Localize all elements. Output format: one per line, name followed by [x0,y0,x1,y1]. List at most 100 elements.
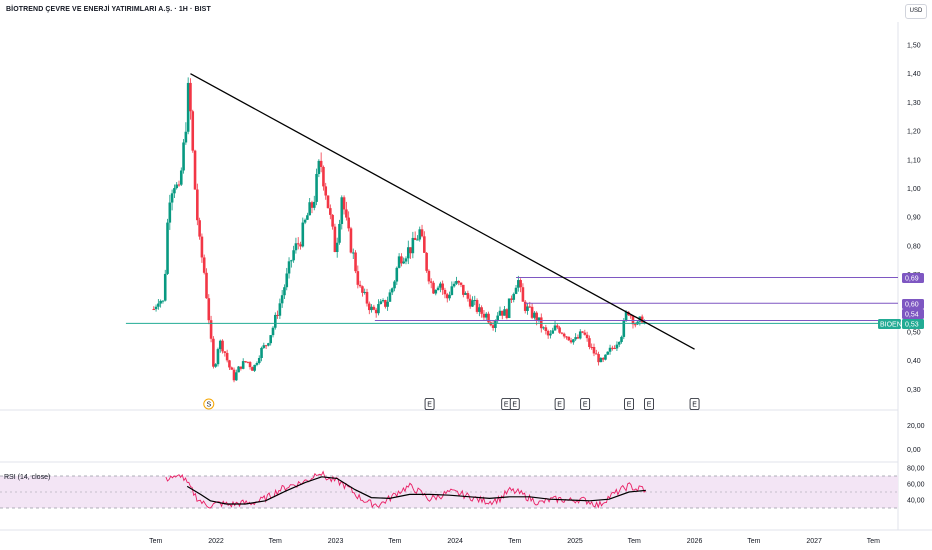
candle [212,338,215,367]
candle [613,348,616,350]
candle [319,160,323,167]
candle [285,273,289,288]
candle [296,243,300,245]
candle [223,351,227,353]
candle [384,300,387,307]
earnings-event-marker[interactable] [624,398,634,410]
x-tick-label: 2027 [806,538,822,545]
price-level-tag-label: 0,53 [905,322,919,329]
candle [262,345,266,348]
candle [569,340,573,343]
candle [189,82,192,112]
candle [361,286,364,293]
candle [326,195,330,209]
candle [175,184,178,189]
earnings-event-marker[interactable] [509,398,520,410]
candle [576,337,580,339]
candle [592,346,596,354]
candle [260,347,263,358]
candle [487,313,490,323]
candle [583,332,587,335]
candle [590,346,594,348]
candle [620,336,623,342]
candle [377,304,380,314]
candle [381,300,385,302]
candle [251,367,254,371]
candle [496,315,499,321]
candle [484,313,488,318]
price-level-tag-label: 0,60 [905,302,919,309]
candle [232,369,236,381]
x-tick-label: 2023 [328,538,344,545]
y-tick-label: 1,00 [907,186,921,193]
candle [157,303,160,307]
candle [184,131,188,143]
candle [214,364,217,367]
candle [500,310,504,316]
candle [643,322,646,324]
rsi-title: RSI (14, close) [4,474,50,481]
candle [345,209,348,218]
candle [455,280,458,284]
candle [216,349,220,365]
candle [161,300,165,302]
candle [225,352,229,361]
earnings-event-marker[interactable] [644,398,654,410]
pane-tick-label: 0,00 [907,447,921,454]
candle [186,82,190,132]
candle [439,283,442,288]
earnings-event-marker[interactable] [554,398,565,410]
candle [207,298,211,321]
split-event-marker[interactable] [203,398,215,410]
candle [390,288,394,293]
candle [608,347,612,352]
candle [471,300,474,307]
candle [537,317,541,321]
candle [209,320,213,339]
candle [367,303,371,311]
candle [528,306,532,308]
candle [395,267,399,282]
candle [574,337,577,340]
candle [615,344,619,349]
candle [278,303,282,316]
candle [406,247,410,259]
candle [269,335,273,344]
x-tick-label: Tem [867,538,880,545]
candle [535,312,538,321]
earnings-event-label: E [504,402,509,409]
x-tick-label: Tem [628,538,641,545]
earnings-event-marker[interactable] [424,398,435,410]
y-tick-label: 1,20 [907,129,921,136]
candle [560,332,564,334]
candle [606,351,610,355]
candle [425,252,428,271]
x-tick-label: Tem [149,538,162,545]
candle [549,333,552,336]
candle [445,294,449,299]
candle [553,325,557,331]
candle [294,243,298,251]
candle [473,300,477,302]
rsi-tick-label: 40,00 [907,498,925,505]
trendline[interactable] [190,73,695,350]
candle [308,202,311,216]
price-level-tag [902,319,924,329]
x-tick-label: 2022 [208,538,224,545]
candle [629,315,632,317]
candle [512,293,516,300]
candle [191,111,195,151]
candle [624,311,628,321]
earnings-event-marker[interactable] [689,398,700,410]
candle [329,208,332,215]
candle [594,353,598,355]
symbol-tag [878,319,901,329]
candle [466,293,470,299]
candle [253,364,256,371]
earnings-event-marker[interactable] [580,398,591,410]
currency-button[interactable]: USD [905,4,927,19]
price-level-tag [902,309,924,319]
candle [196,189,199,221]
candle [452,283,456,287]
